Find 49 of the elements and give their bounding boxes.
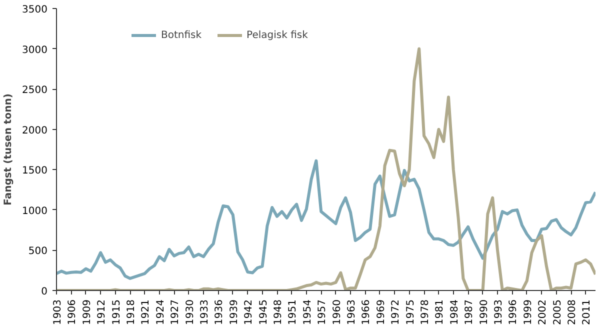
x-tick-label: 1987: [464, 299, 476, 325]
x-tick-label: 2008: [567, 299, 578, 325]
x-tick-label: 1918: [126, 299, 137, 325]
x-tick-label: 1975: [405, 299, 416, 325]
x-tick-label: 1948: [273, 299, 284, 325]
x-tick-label: 1981: [434, 299, 446, 325]
x-tick-label: 1930: [184, 299, 196, 325]
x-tick-label: 1933: [200, 299, 210, 325]
x-tick-label: 1951: [288, 299, 299, 325]
x-tick-label: 1921: [140, 299, 152, 325]
y-tick-label: 1000: [22, 206, 48, 217]
x-tick-label: 1996: [508, 299, 520, 325]
y-tick-label: 2000: [22, 125, 48, 136]
x-tick-label: 1957: [317, 299, 328, 325]
x-tick-label: 1924: [155, 299, 166, 325]
x-tick-label: 1963: [346, 299, 358, 325]
y-tick-label: 500: [28, 246, 48, 258]
x-tick-label: 1912: [96, 299, 108, 325]
x-tick-label: 1915: [111, 299, 122, 325]
x-tick-label: 1966: [361, 299, 372, 325]
x-tick-label: 1927: [170, 299, 182, 325]
legend-label: Botnfisk: [161, 30, 202, 40]
y-tick-label: 3500: [22, 4, 48, 16]
x-tick-label: 1984: [449, 299, 460, 325]
x-tick-label: 1969: [376, 299, 387, 325]
x-tick-label: 1942: [244, 299, 255, 325]
x-tick-label: 1954: [302, 299, 314, 325]
y-tick-label: 2500: [22, 85, 48, 96]
x-tick-label: 1945: [258, 299, 270, 325]
x-tick-label: 1960: [332, 299, 343, 325]
x-tick-label: 1909: [82, 299, 93, 325]
y-axis-title: Fangst (tusen tonn): [3, 94, 14, 206]
x-tick-label: 1939: [228, 299, 240, 325]
x-tick-label: 1906: [67, 299, 78, 325]
y-tick-label: 3000: [22, 44, 48, 56]
y-tick-label: 0: [41, 286, 48, 298]
x-tick-label: 1999: [522, 299, 534, 325]
x-tick-label: 1978: [420, 299, 431, 325]
legend-label: Pelagisk fisk: [246, 30, 308, 40]
x-tick-label: 1972: [390, 299, 402, 325]
x-tick-label: 1903: [52, 299, 64, 325]
x-tick-label: 2002: [538, 299, 549, 325]
x-tick-label: 2011: [582, 299, 593, 325]
x-tick-label: 2005: [552, 299, 564, 325]
line-series: [56, 159, 596, 280]
x-tick-label: 1993: [494, 299, 504, 325]
x-tick-label: 1936: [214, 299, 226, 325]
x-tick-label: 1990: [478, 299, 490, 325]
y-tick-label: 1500: [22, 166, 48, 177]
